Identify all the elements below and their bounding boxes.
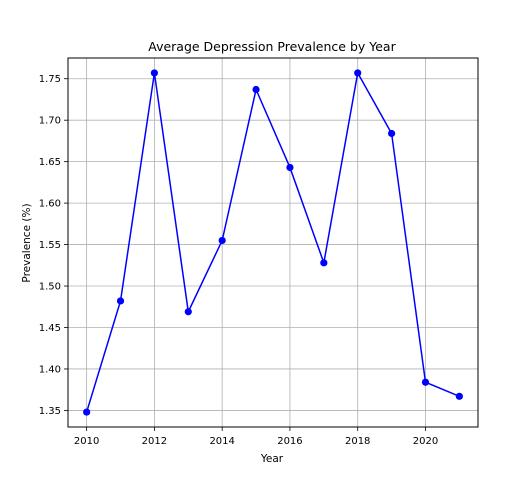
y-tick-label: 1.50 (39, 282, 61, 293)
x-tick-label: 2012 (142, 436, 167, 447)
y-tick-label: 1.65 (39, 157, 61, 168)
series-line (85, 70, 460, 413)
x-axis-label: Year (260, 453, 284, 465)
data-point (83, 408, 91, 416)
y-tick-label: 1.35 (39, 406, 61, 417)
data-point (286, 163, 294, 172)
chart-title: Average Depression Prevalence by Year (148, 39, 396, 54)
x-tick-label: 2014 (209, 436, 234, 447)
data-point (252, 85, 260, 94)
y-tick-label: 1.70 (39, 116, 61, 127)
data-point (354, 69, 362, 77)
data-point (387, 129, 396, 138)
y-tick-label: 1.45 (39, 323, 61, 334)
data-point (320, 259, 328, 267)
series-layer (83, 69, 463, 416)
x-tick-label: 2010 (74, 436, 99, 447)
y-tick-label: 1.55 (39, 240, 61, 251)
x-tick-label: 2016 (277, 436, 302, 447)
y-tick-label: 1.40 (39, 364, 61, 375)
y-axis-label: Prevalence (%) (21, 203, 33, 282)
y-tick-label: 1.60 (39, 199, 61, 210)
data-point (218, 236, 226, 245)
plot-frame (67, 57, 479, 428)
data-point (421, 378, 430, 386)
grid (68, 58, 478, 427)
data-point (150, 69, 159, 77)
x-tick-label: 2018 (345, 436, 370, 447)
y-axis: 1.35 1.40 1.45 1.50 1.55 1.60 1.65 1.70 1.75 (39, 74, 68, 417)
data-point (116, 297, 125, 305)
x-axis: 2010 2012 2014 2016 2018 2020 (74, 427, 438, 447)
y-tick-label: 1.75 (39, 74, 61, 85)
x-tick-label: 2020 (413, 436, 438, 447)
data-point (184, 308, 192, 316)
data-point (455, 392, 463, 400)
